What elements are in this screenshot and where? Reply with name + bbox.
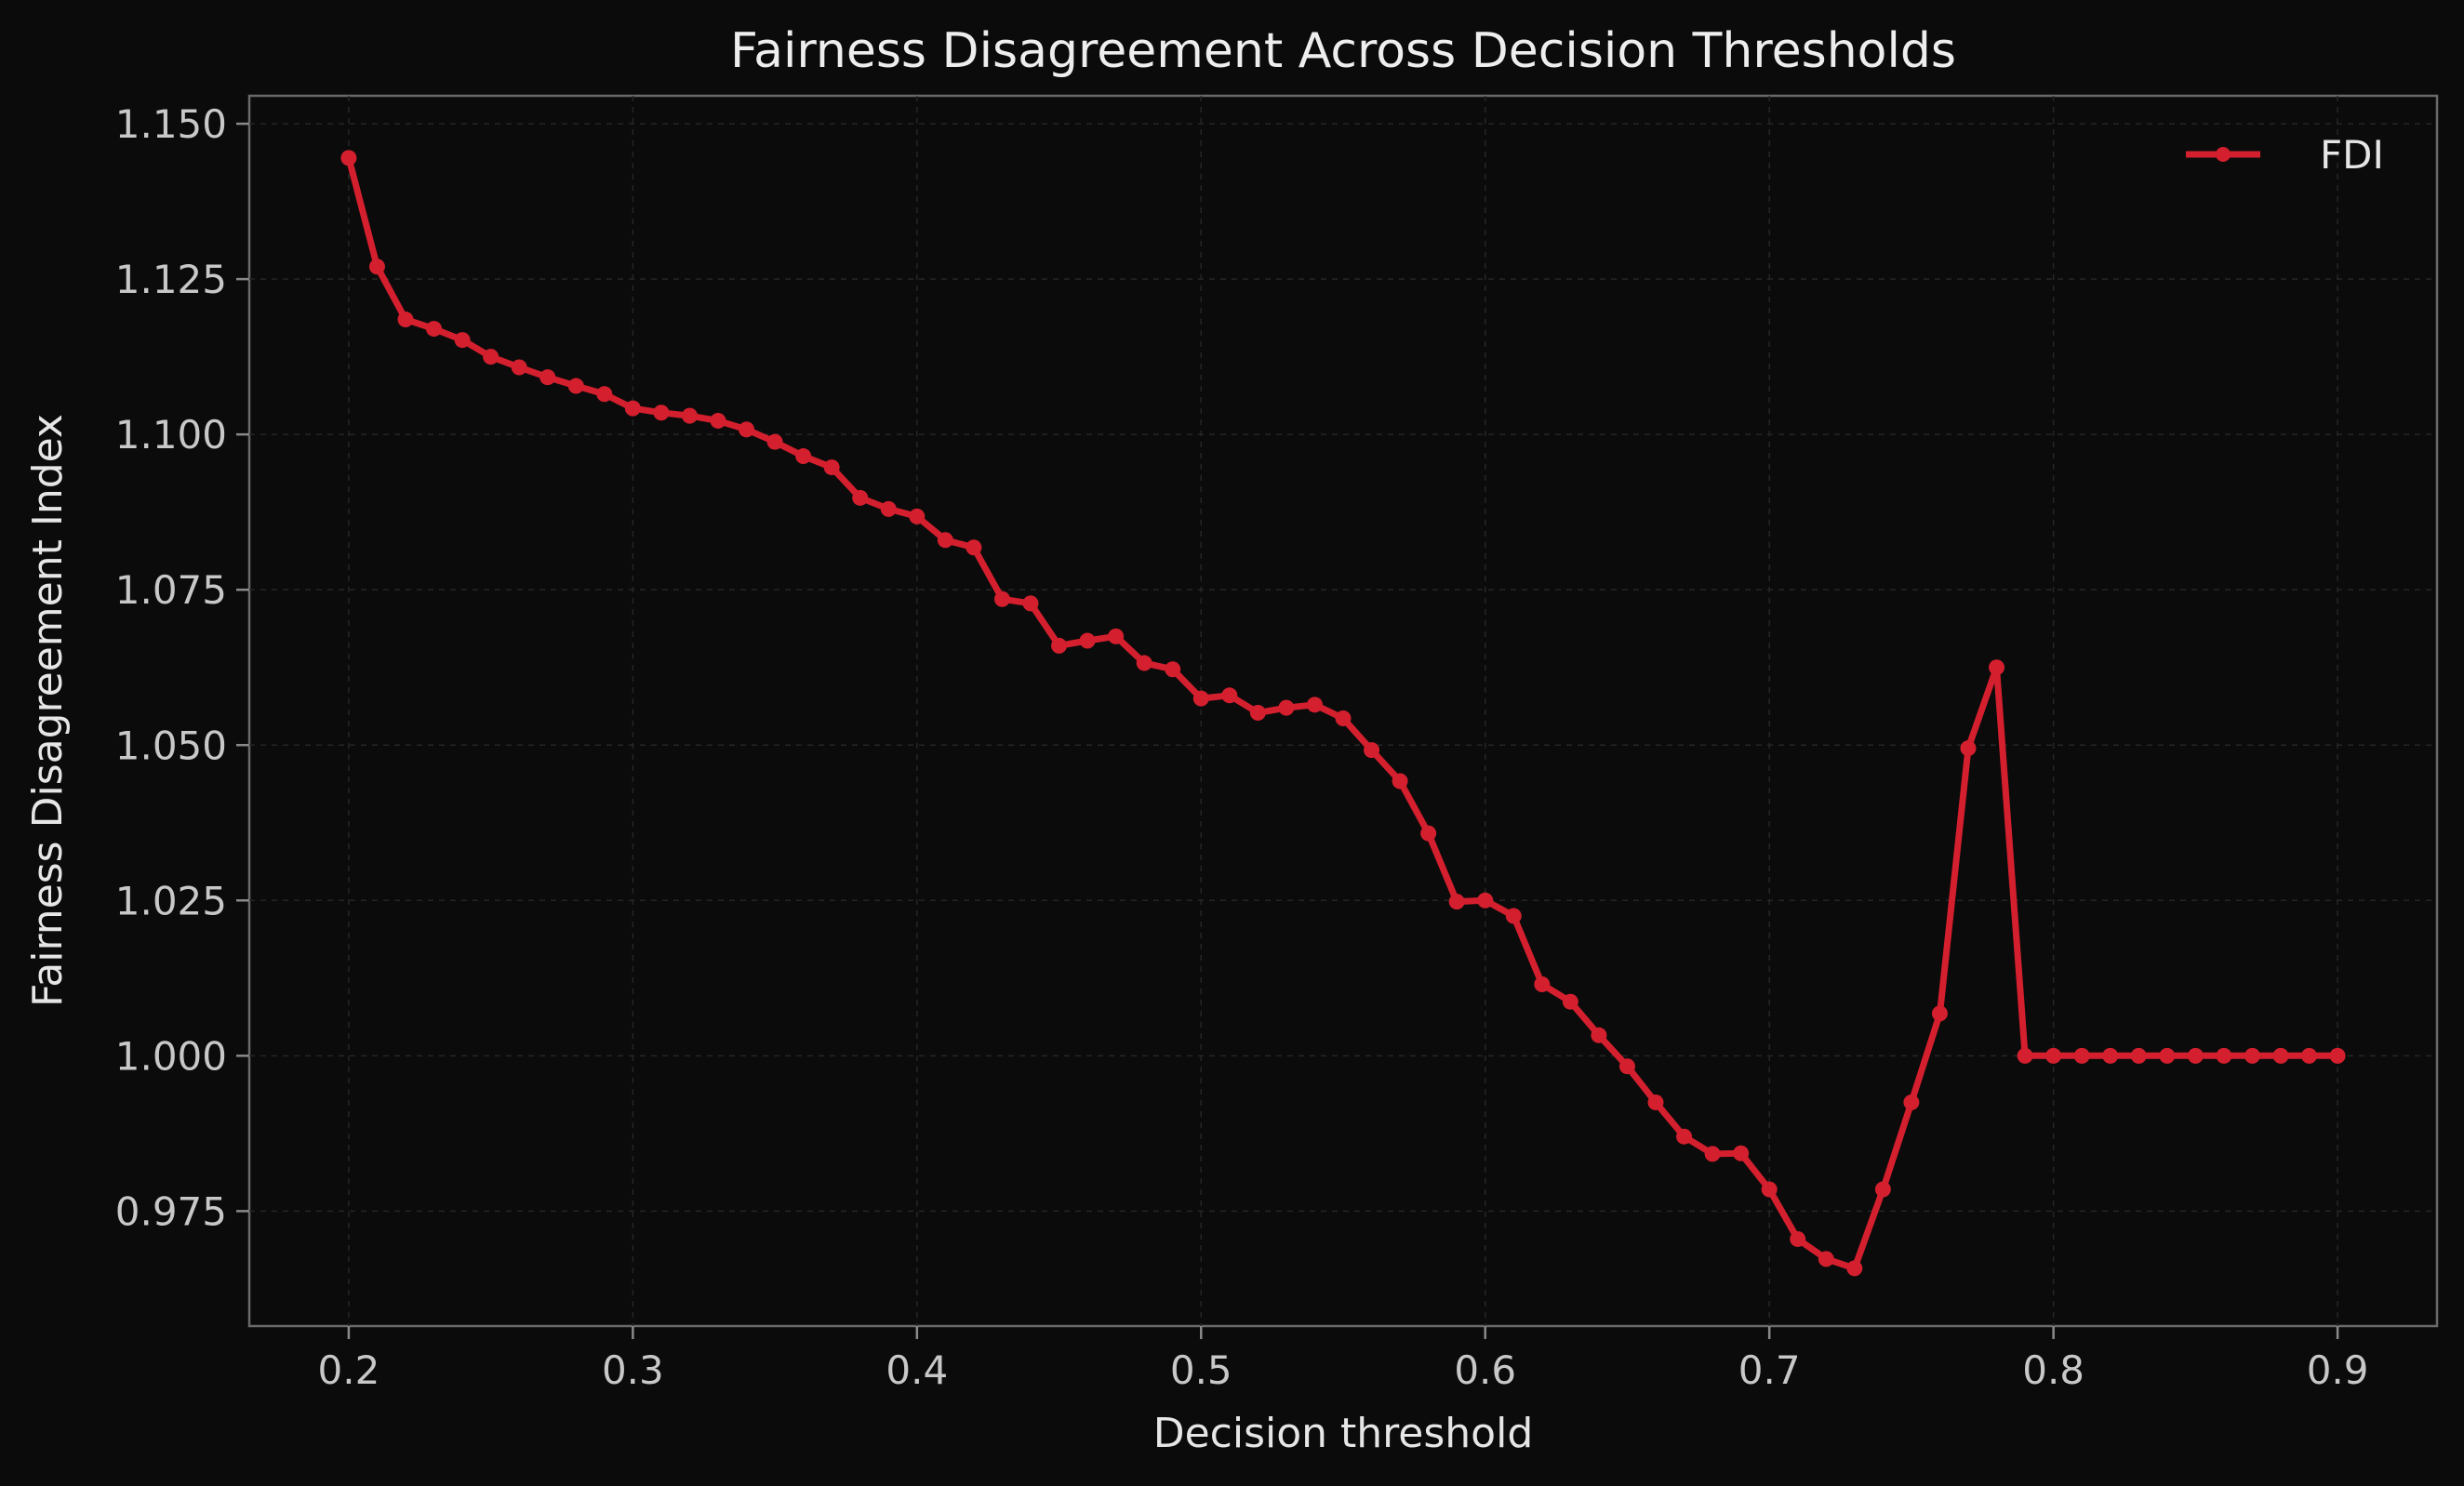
data-point bbox=[1392, 773, 1408, 789]
data-point bbox=[1192, 690, 1209, 707]
data-point bbox=[1874, 1181, 1891, 1198]
data-point bbox=[1733, 1145, 1750, 1161]
data-point bbox=[1108, 628, 1125, 644]
data-point bbox=[1364, 742, 1380, 759]
data-point bbox=[1051, 637, 1068, 654]
data-point bbox=[567, 378, 584, 394]
data-point bbox=[483, 349, 499, 365]
x-tick-label: 0.2 bbox=[318, 1347, 380, 1393]
data-point bbox=[993, 590, 1010, 607]
data-point bbox=[1989, 659, 2005, 676]
data-point bbox=[1647, 1094, 1664, 1110]
data-point bbox=[539, 369, 556, 386]
data-point bbox=[2073, 1047, 2090, 1064]
data-point bbox=[1221, 687, 1238, 704]
data-point bbox=[1618, 1058, 1635, 1075]
data-point bbox=[2045, 1047, 2062, 1064]
data-point bbox=[1903, 1094, 1920, 1110]
data-point bbox=[1306, 697, 1323, 713]
x-tick-label: 0.3 bbox=[602, 1347, 664, 1393]
data-point bbox=[1931, 1005, 1948, 1022]
y-tick-label: 1.050 bbox=[115, 723, 227, 768]
data-point bbox=[511, 359, 527, 376]
x-tick-label: 0.6 bbox=[1454, 1347, 1516, 1393]
data-point bbox=[1818, 1251, 1834, 1267]
data-point bbox=[2102, 1047, 2119, 1064]
data-point bbox=[937, 532, 953, 549]
x-axis-label: Decision threshold bbox=[1153, 1410, 1534, 1457]
data-point bbox=[2130, 1047, 2147, 1064]
legend-marker-sample bbox=[2216, 147, 2231, 162]
legend: FDI bbox=[2186, 132, 2384, 178]
data-point bbox=[1079, 632, 1096, 649]
y-tick-label: 1.075 bbox=[115, 567, 227, 613]
y-tick-label: 1.100 bbox=[115, 412, 227, 458]
data-point bbox=[368, 259, 385, 275]
data-point bbox=[766, 433, 783, 450]
chart-title: Fairness Disagreement Across Decision Th… bbox=[730, 23, 1956, 79]
data-point bbox=[823, 459, 840, 476]
data-point bbox=[1278, 699, 1295, 716]
data-point bbox=[2017, 1047, 2033, 1064]
y-axis-label: Fairness Disagreement Index bbox=[24, 414, 72, 1007]
data-point bbox=[1591, 1027, 1607, 1043]
data-point bbox=[454, 332, 471, 349]
data-point bbox=[1335, 710, 1352, 727]
data-point bbox=[1761, 1181, 1778, 1198]
data-point bbox=[1165, 661, 1181, 678]
x-tick-label: 0.9 bbox=[2307, 1347, 2369, 1393]
data-point bbox=[1534, 976, 1551, 992]
y-tick-label: 1.000 bbox=[115, 1033, 227, 1079]
x-tick-label: 0.4 bbox=[886, 1347, 948, 1393]
y-tick-label: 0.975 bbox=[115, 1188, 227, 1234]
data-point bbox=[340, 150, 357, 166]
x-tick-label: 0.8 bbox=[2022, 1347, 2084, 1393]
data-point bbox=[2329, 1047, 2346, 1064]
x-axis-ticks: 0.2 0.3 0.4 0.5 0.6 0.7 0.8 0.9 bbox=[318, 1326, 2369, 1393]
data-point bbox=[1249, 705, 1266, 722]
data-point bbox=[2244, 1047, 2260, 1064]
data-point bbox=[1676, 1128, 1693, 1145]
data-point bbox=[739, 421, 755, 438]
data-point bbox=[909, 508, 926, 524]
data-point bbox=[2159, 1047, 2176, 1064]
x-tick-label: 0.5 bbox=[1170, 1347, 1232, 1393]
data-point bbox=[624, 400, 641, 417]
data-point bbox=[1477, 892, 1494, 909]
x-tick-label: 0.7 bbox=[1738, 1347, 1801, 1393]
y-tick-label: 1.025 bbox=[115, 878, 227, 923]
data-point bbox=[1704, 1146, 1721, 1162]
data-point bbox=[710, 412, 726, 429]
data-point bbox=[1022, 595, 1039, 612]
data-point bbox=[880, 500, 897, 517]
data-point bbox=[795, 448, 812, 465]
data-point bbox=[397, 312, 414, 328]
data-point bbox=[1505, 908, 1522, 924]
data-point bbox=[2187, 1047, 2204, 1064]
data-point bbox=[1562, 993, 1578, 1010]
data-point bbox=[1960, 740, 1977, 757]
data-point bbox=[1136, 655, 1152, 671]
data-point bbox=[681, 407, 698, 424]
data-point bbox=[426, 321, 443, 338]
data-point bbox=[1790, 1230, 1806, 1247]
data-point bbox=[1420, 825, 1437, 842]
legend-label-fdi: FDI bbox=[2320, 132, 2384, 178]
y-axis-ticks: 0.975 1.000 1.025 1.050 1.075 1.100 1.125 1.150 bbox=[115, 101, 249, 1234]
data-point bbox=[1846, 1260, 1863, 1277]
y-tick-label: 1.150 bbox=[115, 101, 227, 147]
data-point bbox=[966, 539, 982, 556]
data-point bbox=[2301, 1047, 2318, 1064]
data-point bbox=[596, 386, 613, 403]
data-point bbox=[1448, 894, 1465, 910]
data-point bbox=[653, 405, 670, 421]
data-point bbox=[2272, 1047, 2289, 1064]
data-point bbox=[852, 489, 869, 506]
data-point bbox=[2216, 1047, 2232, 1064]
y-tick-label: 1.125 bbox=[115, 257, 227, 302]
series-layer bbox=[340, 150, 2346, 1277]
